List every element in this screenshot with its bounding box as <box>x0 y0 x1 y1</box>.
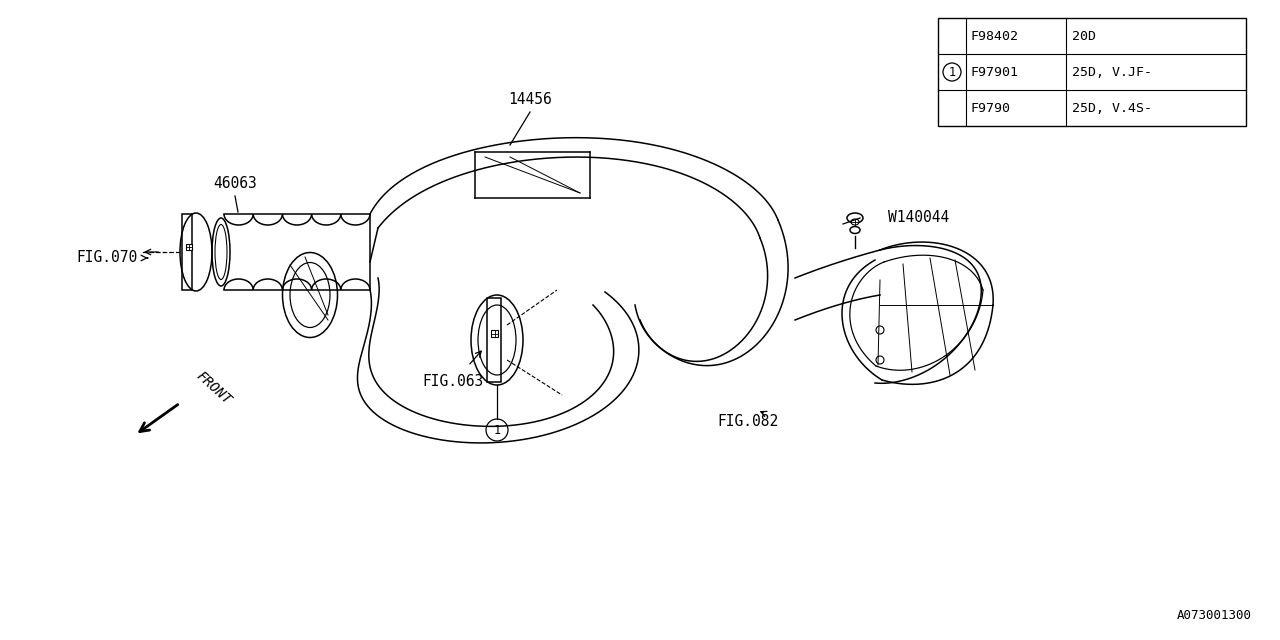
Text: FRONT: FRONT <box>193 369 233 407</box>
Text: 25D, V.4S-: 25D, V.4S- <box>1073 102 1152 115</box>
Bar <box>182 214 192 290</box>
Text: FIG.063: FIG.063 <box>422 374 484 390</box>
Bar <box>492 330 498 337</box>
Text: 14456: 14456 <box>508 93 552 108</box>
Text: F98402: F98402 <box>972 29 1019 42</box>
Bar <box>186 244 192 250</box>
Text: 46063: 46063 <box>214 175 257 191</box>
Bar <box>938 18 1245 126</box>
Text: FIG.070: FIG.070 <box>77 250 138 266</box>
Text: 20D: 20D <box>1073 29 1096 42</box>
Text: F9790: F9790 <box>972 102 1011 115</box>
Ellipse shape <box>851 219 859 225</box>
Text: F97901: F97901 <box>972 65 1019 79</box>
Bar <box>486 298 500 382</box>
Text: W140044: W140044 <box>888 211 950 225</box>
Text: 1: 1 <box>948 65 956 79</box>
Text: A073001300: A073001300 <box>1178 609 1252 622</box>
Text: 1: 1 <box>493 424 500 436</box>
Text: FIG.082: FIG.082 <box>717 415 778 429</box>
Text: 25D, V.JF-: 25D, V.JF- <box>1073 65 1152 79</box>
